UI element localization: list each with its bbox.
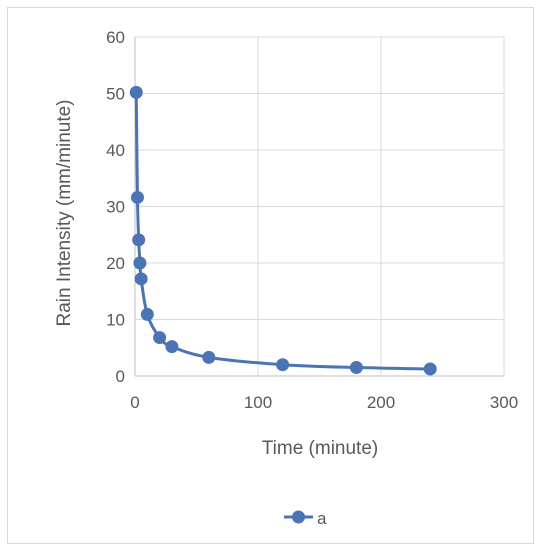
y-tick-label: 50 [106,85,125,104]
chart-svg: 0 10 20 30 40 50 60 0 100 200 300 Time (minute) Ra… [54,28,518,528]
legend: a [284,509,327,528]
series-layer [129,85,437,376]
y-tick-label: 30 [106,198,125,217]
x-tick-label: 100 [244,393,272,412]
data-point [140,307,154,321]
data-point [202,350,216,364]
y-tick-label: 10 [106,311,125,330]
x-axis-title: Time (minute) [262,438,378,459]
y-tick-label: 0 [116,367,125,386]
legend-label: a [317,509,327,528]
data-point [153,331,167,345]
y-tick-label: 40 [106,141,125,160]
data-point [276,358,290,372]
data-point [133,256,147,270]
data-point [130,190,144,204]
data-point [132,233,146,247]
x-tick-label: 200 [367,393,395,412]
y-axis-title: Rain Intensity (mm/minute) [54,99,75,326]
tick-labels: 0 10 20 30 40 50 60 0 100 200 300 [106,28,518,412]
x-tick-label: 0 [130,393,139,412]
gridlines [134,36,505,377]
series-line [134,92,431,371]
chart-area: 0 10 20 30 40 50 60 0 100 200 300 Time (minute) Ra… [7,7,534,544]
data-point [423,362,437,376]
legend-marker-swatch [292,510,305,524]
y-tick-label: 60 [106,28,125,47]
data-point [129,85,143,99]
data-point [165,340,179,354]
x-tick-label: 300 [490,393,518,412]
data-point [349,361,363,375]
y-tick-label: 20 [106,254,125,273]
data-point [134,272,148,286]
